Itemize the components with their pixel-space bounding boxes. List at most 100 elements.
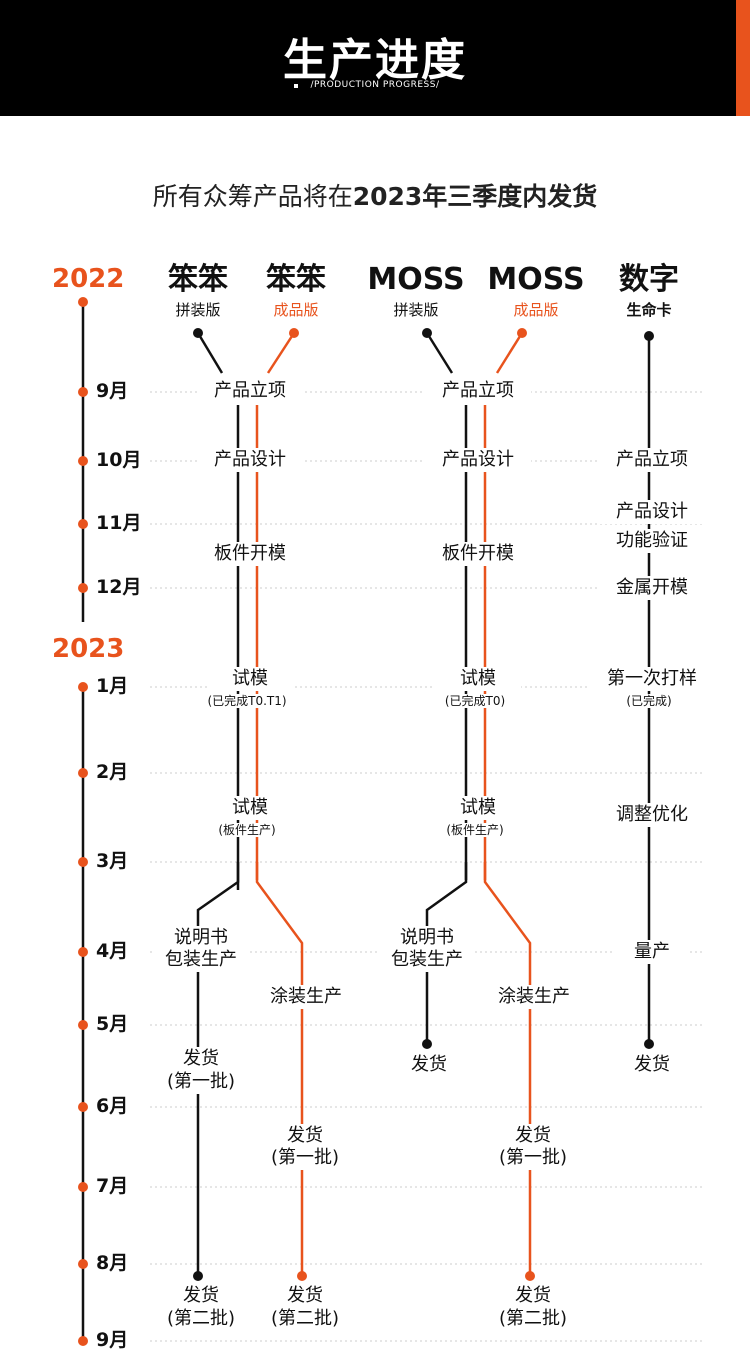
header-banner: 生产进度 /PRODUCTION PROGRESS/	[0, 0, 750, 116]
card-step-optimize: 调整优化	[599, 803, 705, 827]
moss-step-trial1: 试模	[435, 667, 521, 691]
column-sub-moss-kit: 拼装版	[393, 301, 439, 319]
month-label: 7月	[96, 1175, 129, 1197]
benben-step-ship1: 发货	[158, 1047, 244, 1071]
axis-dot	[78, 768, 88, 778]
intro-bold: 2023年三季度内发货	[352, 182, 598, 211]
moss-finished-step-ship2: 发货	[490, 1284, 576, 1308]
benben-finished-step-ship2: 发货	[262, 1284, 348, 1308]
column-title-moss-kit: MOSS	[367, 262, 465, 297]
column-title-card: 数字	[619, 262, 679, 297]
benben-finished-step-paint: 涂装生产	[253, 985, 359, 1009]
page-title: 生产进度	[283, 35, 467, 86]
benben-finished-end-dot	[297, 1271, 307, 1281]
benben-step-start: 产品立项	[197, 379, 303, 403]
moss-kit-start-dot	[422, 328, 432, 338]
moss-finished-end-dot	[525, 1271, 535, 1281]
moss-step-trial2: 试模	[435, 796, 521, 820]
month-label: 9月	[96, 380, 129, 402]
column-title-benben-kit: 笨笨	[168, 262, 228, 297]
card-step-design: 产品设计	[599, 500, 705, 524]
card-step-verify: 功能验证	[599, 529, 705, 553]
benben-step-manual: 说明书	[158, 926, 244, 950]
benben-step-trial1-note: (已完成T0.T1)	[187, 694, 307, 709]
benben-step-ship2-batch: (第二批)	[153, 1307, 249, 1331]
benben-kit-start-dot	[193, 328, 203, 338]
card-start-dot	[644, 331, 654, 341]
intro-text: 所有众筹产品将在2023年三季度内发货	[0, 177, 750, 213]
moss-step-manual: 说明书	[384, 926, 470, 950]
moss-step-mold: 板件开模	[425, 542, 531, 566]
moss-step-start: 产品立项	[425, 379, 531, 403]
benben-finished-step-ship2-batch: (第二批)	[257, 1307, 353, 1331]
benben-kit-end-dot	[193, 1271, 203, 1281]
moss-kit-end-dot	[422, 1039, 432, 1049]
moss-finished-step-ship1: 发货	[490, 1124, 576, 1148]
benben-step-trial1: 试模	[207, 667, 293, 691]
moss-step-ship: 发货	[386, 1053, 472, 1077]
left-axis	[78, 297, 88, 1346]
benben-finished-step-ship1-batch: (第一批)	[257, 1146, 353, 1170]
axis-dot	[78, 387, 88, 397]
card-step-ship: 发货	[614, 1053, 690, 1077]
axis-dot	[78, 519, 88, 529]
card-end-dot	[644, 1039, 654, 1049]
card-step-mass: 量产	[614, 940, 690, 964]
header-dot	[294, 84, 298, 88]
column-sub-benben-kit: 拼装版	[175, 301, 221, 319]
moss-step-trial1-note: (已完成T0)	[420, 694, 530, 709]
axis-dot	[78, 1020, 88, 1030]
moss-finished-step-paint: 涂装生产	[481, 985, 587, 1009]
axis-dot	[78, 1336, 88, 1346]
card-step-start: 产品立项	[599, 448, 705, 472]
column-title-moss-finished: MOSS	[487, 262, 585, 297]
axis-dot	[78, 682, 88, 692]
benben-step-trial2-note: (板件生产)	[197, 823, 297, 838]
benben-step-ship1-batch: (第一批)	[153, 1070, 249, 1094]
intro-prefix: 所有众筹产品将在	[152, 182, 353, 211]
moss-step-trial2-note: (板件生产)	[425, 823, 525, 838]
month-label: 1月	[96, 675, 129, 697]
benben-finished-step-ship1: 发货	[262, 1124, 348, 1148]
moss-step-design: 产品设计	[425, 448, 531, 472]
card-step-mold: 金属开模	[599, 576, 705, 600]
year-2023: 2023	[52, 634, 125, 664]
month-label: 5月	[96, 1013, 129, 1035]
axis-dot	[78, 583, 88, 593]
benben-step-design: 产品设计	[197, 448, 303, 472]
axis-dot	[78, 1182, 88, 1192]
axis-dot-2022	[78, 297, 88, 307]
month-label: 11月	[96, 512, 142, 534]
month-label: 2月	[96, 761, 129, 783]
year-2022: 2022	[52, 264, 125, 294]
axis-dot	[78, 1102, 88, 1112]
axis-dot	[78, 456, 88, 466]
moss-finished-step-ship1-batch: (第一批)	[485, 1146, 581, 1170]
column-sub-card: 生命卡	[626, 301, 672, 319]
axis-dot	[78, 857, 88, 867]
benben-step-package: 包装生产	[153, 948, 249, 972]
benben-step-mold: 板件开模	[197, 542, 303, 566]
month-label: 10月	[96, 449, 142, 471]
axis-dot	[78, 1259, 88, 1269]
benben-finished-start-dot	[289, 328, 299, 338]
axis-dot	[78, 947, 88, 957]
column-title-benben-finished: 笨笨	[266, 262, 326, 297]
month-label: 4月	[96, 940, 129, 962]
month-label: 12月	[96, 576, 142, 598]
moss-finished-start-dot	[517, 328, 527, 338]
month-label: 8月	[96, 1252, 129, 1274]
header-accent-bar	[736, 0, 750, 116]
benben-step-trial2: 试模	[207, 796, 293, 820]
column-sub-benben-finished: 成品版	[273, 301, 319, 319]
moss-step-package: 包装生产	[379, 948, 475, 972]
page-subtitle: /PRODUCTION PROGRESS/	[310, 80, 440, 90]
month-label: 9月	[96, 1329, 129, 1351]
card-step-sample-note: (已完成)	[609, 694, 689, 709]
moss-finished-step-ship2-batch: (第二批)	[485, 1307, 581, 1331]
month-label: 3月	[96, 850, 129, 872]
benben-step-ship2: 发货	[158, 1284, 244, 1308]
card-step-sample: 第一次打样	[589, 667, 715, 691]
month-label: 6月	[96, 1095, 129, 1117]
column-sub-moss-finished: 成品版	[513, 301, 559, 319]
